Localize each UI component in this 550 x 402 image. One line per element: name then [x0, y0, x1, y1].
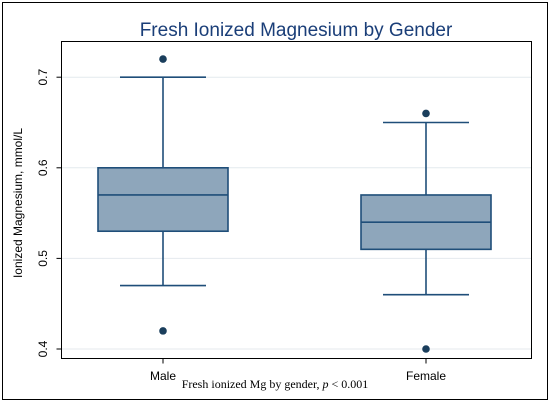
x-tick-label: Female — [406, 369, 446, 383]
caption-text-before: Fresh ionized Mg by gender, — [181, 377, 323, 391]
iqr-box — [97, 167, 229, 233]
box-layer — [97, 55, 492, 353]
plot-frame — [61, 41, 532, 359]
outlier-point — [159, 327, 167, 335]
y-tick-label: 0.6 — [36, 159, 50, 176]
figure-caption: Fresh ionized Mg by gender, p < 0.001 — [0, 377, 550, 392]
outlier-point — [422, 345, 430, 353]
caption-p-symbol: p — [322, 377, 329, 391]
outlier-point — [159, 55, 167, 63]
chart-title: Fresh Ionized Magnesium by Gender — [140, 20, 453, 41]
y-axis: 0.4 0.5 0.6 0.7 Male Female — [36, 69, 446, 383]
caption-text-after: < 0.001 — [328, 377, 369, 391]
y-tick-label: 0.4 — [36, 340, 50, 357]
y-tick-label: 0.5 — [36, 250, 50, 267]
y-tick-label: 0.7 — [36, 69, 50, 86]
box-group-female — [360, 109, 492, 353]
x-tick-label: Male — [150, 369, 176, 383]
box-group-male — [97, 55, 229, 335]
y-axis-title: Ionized Magnesium, mmol/L — [11, 128, 25, 278]
outlier-point — [422, 109, 430, 118]
